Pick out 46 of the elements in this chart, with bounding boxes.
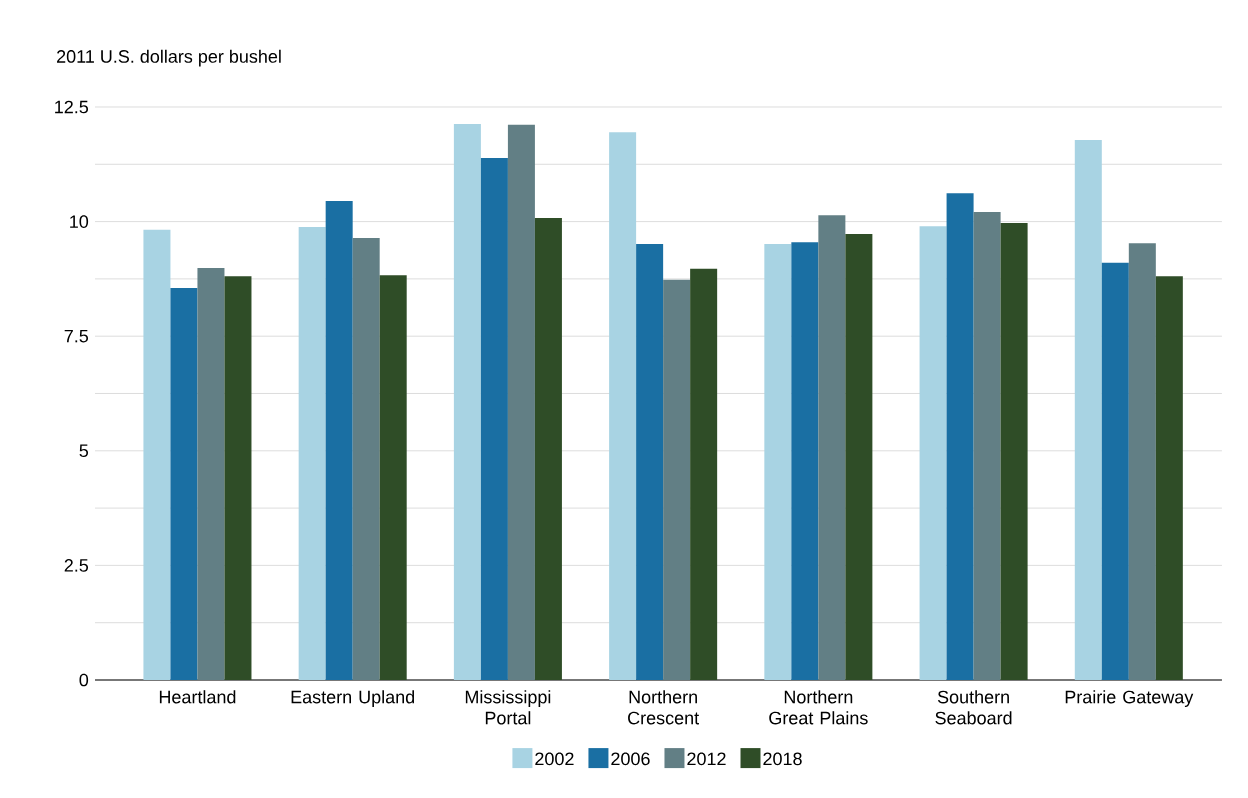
bar (845, 233, 873, 680)
bar (1000, 222, 1028, 680)
bar (197, 267, 225, 680)
bar (946, 193, 974, 680)
bar (534, 217, 562, 680)
legend-label: 2018 (763, 752, 802, 766)
y-axis-title: 2011 U.S. dollars per bushel (57, 49, 281, 67)
x-tick-label: Eastern Upland (291, 690, 415, 707)
x-tick-label: Northern Great Plains (769, 690, 868, 725)
bar (325, 200, 353, 680)
bar (609, 132, 637, 680)
y-tick-label: 7.5 (64, 329, 89, 343)
bar (636, 244, 664, 680)
bar (352, 238, 380, 680)
x-tick-label: Northern Crescent (628, 690, 700, 725)
bar (453, 123, 481, 680)
bar (224, 276, 252, 680)
bar (791, 242, 819, 680)
bar (663, 279, 691, 680)
legend-label: 2006 (611, 752, 650, 766)
bar (1128, 243, 1156, 680)
legend-label: 2002 (535, 752, 574, 766)
x-tick-label: Mississippi Portal (465, 690, 551, 725)
bar (507, 124, 535, 680)
y-tick-label: 2.5 (64, 559, 89, 572)
bar (298, 227, 326, 680)
bar (919, 226, 947, 680)
x-tick-label: Prairie Gateway (1065, 690, 1194, 707)
bar (764, 244, 792, 680)
bar (480, 157, 508, 680)
legend-label: 2012 (687, 752, 726, 766)
bar (1155, 276, 1183, 680)
x-tick-label: Southern Seaboard (935, 690, 1012, 725)
bar (143, 229, 171, 680)
bar (973, 211, 1001, 680)
y-tick-label: 5 (79, 444, 89, 458)
bar (170, 288, 198, 680)
bar (379, 275, 407, 680)
y-tick-label: 0 (79, 673, 89, 687)
bar (1101, 262, 1129, 680)
y-tick-label: 10 (70, 215, 89, 228)
bar (1074, 140, 1102, 680)
bar (818, 215, 846, 680)
y-tick-label: 12.5 (55, 100, 89, 114)
x-tick-label: Heartland (159, 690, 236, 704)
bar (690, 268, 718, 680)
